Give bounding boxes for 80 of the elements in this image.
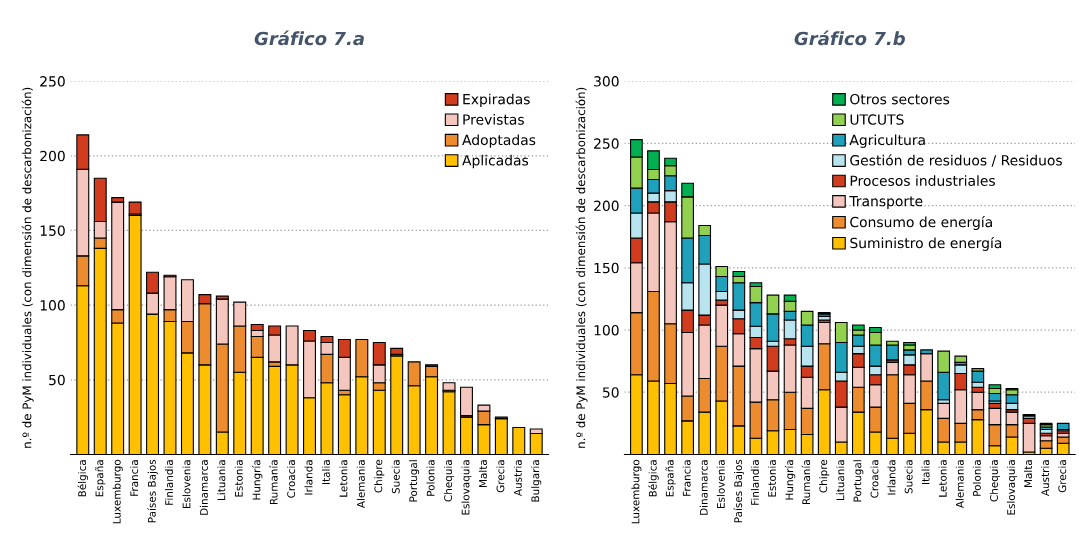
x-tick-label: Rumanía <box>801 460 811 505</box>
x-tick-label: Grecia <box>1058 460 1067 493</box>
x-tick-label: Estonia <box>234 460 243 497</box>
x-tick-label: Estonia <box>767 460 776 497</box>
x-tick-label: Malta <box>478 460 487 488</box>
x-tick-label: Austria <box>513 460 522 497</box>
x-tick-label: Hungría <box>251 460 263 500</box>
y-tick-label: 150 <box>40 225 65 236</box>
x-tick-label: Bélgica <box>648 460 659 497</box>
y-tick-label: 50 <box>49 374 65 386</box>
x-tick-label: Croacia <box>870 460 879 498</box>
legend-label: Otros sectores <box>850 93 950 105</box>
x-tick-label: Bulgaria <box>531 460 542 502</box>
x-tick-label: Irlanda <box>304 460 313 495</box>
x-tick-label: Alemania <box>955 460 964 509</box>
x-tick-label: Hungría <box>784 460 796 500</box>
x-tick-label: Lituania <box>217 460 226 500</box>
y-axis-title: n.º de PyM individuales (con dimensión de descarbonización) <box>575 87 588 448</box>
x-tick-label: Chequia <box>443 460 455 502</box>
x-tick-label: Luxemburgo <box>631 459 642 524</box>
x-tick-label: Italia <box>921 460 930 484</box>
x-tick-label: Irlanda <box>887 460 896 495</box>
y-tick-label: 100 <box>594 324 619 336</box>
legend-label: Previstas <box>463 114 524 125</box>
y-tick-label: 200 <box>594 200 619 212</box>
y-tick-label: 300 <box>594 76 619 87</box>
x-tick-label: Lituania <box>836 460 845 500</box>
y-tick-label: 250 <box>40 76 65 87</box>
legend-label: Suministro de energía <box>850 236 1002 251</box>
x-tick-label: Polonia <box>972 460 981 496</box>
legend-label: Consumo de energía <box>850 215 992 230</box>
x-tick-label: Países Bajos <box>147 459 158 523</box>
x-tick-label: Chequia <box>989 460 1000 502</box>
x-tick-label: Países Bajos <box>733 459 745 523</box>
x-tick-label: Letonia <box>339 460 348 497</box>
chart-title: Gráfico 7.a <box>254 30 364 46</box>
x-tick-label: Francia <box>682 460 691 496</box>
legend-label: Transporte <box>849 196 923 210</box>
x-tick-label: Suecia <box>904 460 913 494</box>
x-tick-label: Italia <box>321 460 330 484</box>
y-axis-title: n.º de PyM individuales (con dimensión de descarbonización) <box>21 87 34 448</box>
y-tick-label: 150 <box>594 262 619 274</box>
x-tick-label: Eslovaquia <box>1006 460 1018 515</box>
chart-title: Gráfico 7.b <box>794 30 905 46</box>
legend-label: Expiradas <box>463 93 530 108</box>
legend-label: Agricultura <box>849 134 925 148</box>
y-tick-label: 200 <box>40 150 65 162</box>
x-tick-label: Grecia <box>496 460 505 493</box>
legend-label: Aplicadas <box>462 154 529 169</box>
x-tick-label: Bélgica <box>77 460 89 497</box>
x-tick-label: Letonia <box>938 460 947 497</box>
x-tick-label: Dinamarca <box>699 460 708 515</box>
y-tick-label: 50 <box>602 387 619 398</box>
x-tick-label: Eslovaquia <box>461 460 472 515</box>
y-tick-label: 100 <box>40 300 65 311</box>
x-tick-label: Portugal <box>409 460 420 502</box>
x-tick-label: Polonia <box>426 460 435 496</box>
x-tick-label: Croacia <box>287 460 296 498</box>
x-tick-label: Malta <box>1024 460 1033 488</box>
x-tick-label: Chipre <box>374 459 385 493</box>
x-tick-label: Austria <box>1041 460 1050 497</box>
x-tick-label: Alemania <box>356 460 365 509</box>
x-tick-label: España <box>95 460 106 497</box>
y-tick-label: 250 <box>594 138 619 149</box>
x-tick-label: Finlandia <box>164 460 174 505</box>
x-tick-label: Chipre <box>819 459 830 493</box>
x-tick-label: España <box>665 460 676 497</box>
legend-label: Adoptadas <box>462 134 536 148</box>
x-tick-label: Portugal <box>853 460 864 502</box>
x-tick-label: Finlandia <box>750 460 759 505</box>
x-tick-label: Dinamarca <box>199 460 208 515</box>
x-tick-label: Rumanía <box>269 460 278 505</box>
x-tick-label: Francia <box>130 460 139 496</box>
x-tick-label: Eslovenia <box>716 460 725 509</box>
x-tick-label: Suecia <box>391 460 400 494</box>
legend-label: Gestión de residuos / Residuos <box>850 154 1062 167</box>
legend-label: UTCUTS <box>850 114 904 125</box>
legend-label: Procesos industriales <box>850 175 995 186</box>
x-tick-label: Eslovenia <box>182 460 191 509</box>
x-tick-label: Luxemburgo <box>112 459 123 524</box>
